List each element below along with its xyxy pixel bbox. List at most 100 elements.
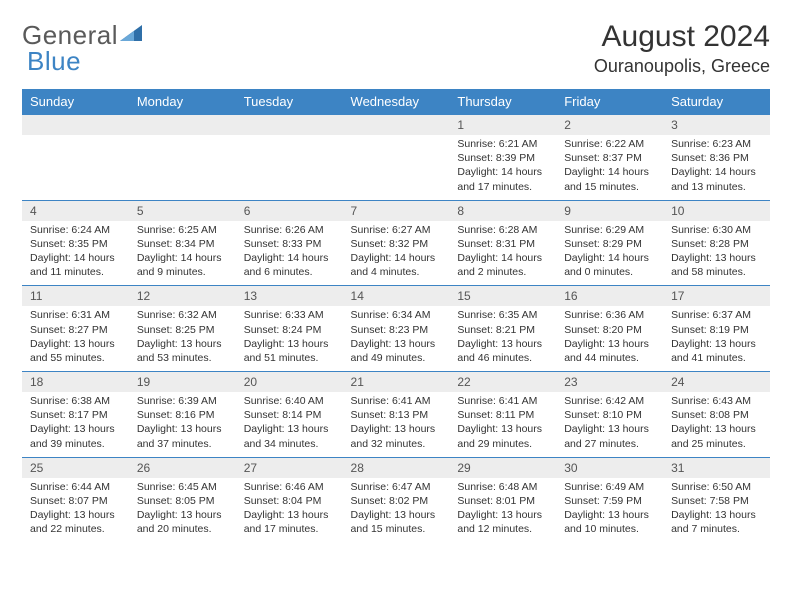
daylight-text: Daylight: 14 hours and 4 minutes. <box>351 251 442 279</box>
day-details: Sunrise: 6:33 AMSunset: 8:24 PMDaylight:… <box>236 306 343 371</box>
weekday-header: Tuesday <box>236 89 343 114</box>
daylight-text: Daylight: 13 hours and 41 minutes. <box>671 337 762 365</box>
sunset-text: Sunset: 8:25 PM <box>137 323 228 337</box>
day-cell: 20Sunrise: 6:40 AMSunset: 8:14 PMDayligh… <box>236 372 343 457</box>
sunset-text: Sunset: 8:16 PM <box>137 408 228 422</box>
day-details: Sunrise: 6:34 AMSunset: 8:23 PMDaylight:… <box>343 306 450 371</box>
sunset-text: Sunset: 8:29 PM <box>564 237 655 251</box>
weekday-header: Sunday <box>22 89 129 114</box>
sunrise-text: Sunrise: 6:24 AM <box>30 223 121 237</box>
day-cell: 22Sunrise: 6:41 AMSunset: 8:11 PMDayligh… <box>449 372 556 457</box>
daylight-text: Daylight: 13 hours and 44 minutes. <box>564 337 655 365</box>
day-details: Sunrise: 6:46 AMSunset: 8:04 PMDaylight:… <box>236 478 343 543</box>
weekday-header: Saturday <box>663 89 770 114</box>
day-number <box>236 115 343 135</box>
weekday-header: Thursday <box>449 89 556 114</box>
day-cell: 21Sunrise: 6:41 AMSunset: 8:13 PMDayligh… <box>343 372 450 457</box>
day-cell: 25Sunrise: 6:44 AMSunset: 8:07 PMDayligh… <box>22 457 129 542</box>
sunset-text: Sunset: 8:39 PM <box>457 151 548 165</box>
sunrise-text: Sunrise: 6:40 AM <box>244 394 335 408</box>
sunrise-text: Sunrise: 6:30 AM <box>671 223 762 237</box>
week-row: 25Sunrise: 6:44 AMSunset: 8:07 PMDayligh… <box>22 457 770 542</box>
daylight-text: Daylight: 13 hours and 22 minutes. <box>30 508 121 536</box>
sunset-text: Sunset: 8:21 PM <box>457 323 548 337</box>
sunset-text: Sunset: 8:33 PM <box>244 237 335 251</box>
daylight-text: Daylight: 14 hours and 17 minutes. <box>457 165 548 193</box>
daylight-text: Daylight: 13 hours and 7 minutes. <box>671 508 762 536</box>
sunset-text: Sunset: 8:10 PM <box>564 408 655 422</box>
day-cell: 12Sunrise: 6:32 AMSunset: 8:25 PMDayligh… <box>129 286 236 371</box>
sunrise-text: Sunrise: 6:41 AM <box>457 394 548 408</box>
day-cell: 5Sunrise: 6:25 AMSunset: 8:34 PMDaylight… <box>129 200 236 285</box>
day-number: 8 <box>449 201 556 221</box>
day-cell: 31Sunrise: 6:50 AMSunset: 7:58 PMDayligh… <box>663 457 770 542</box>
sunrise-text: Sunrise: 6:36 AM <box>564 308 655 322</box>
sunset-text: Sunset: 8:07 PM <box>30 494 121 508</box>
day-number: 9 <box>556 201 663 221</box>
day-number: 5 <box>129 201 236 221</box>
day-details: Sunrise: 6:32 AMSunset: 8:25 PMDaylight:… <box>129 306 236 371</box>
sunset-text: Sunset: 8:24 PM <box>244 323 335 337</box>
sunset-text: Sunset: 8:04 PM <box>244 494 335 508</box>
day-number: 17 <box>663 286 770 306</box>
daylight-text: Daylight: 13 hours and 12 minutes. <box>457 508 548 536</box>
day-details: Sunrise: 6:37 AMSunset: 8:19 PMDaylight:… <box>663 306 770 371</box>
month-title: August 2024 <box>594 20 770 54</box>
day-details: Sunrise: 6:29 AMSunset: 8:29 PMDaylight:… <box>556 221 663 286</box>
daylight-text: Daylight: 13 hours and 34 minutes. <box>244 422 335 450</box>
daylight-text: Daylight: 13 hours and 10 minutes. <box>564 508 655 536</box>
weekday-header: Wednesday <box>343 89 450 114</box>
sunrise-text: Sunrise: 6:49 AM <box>564 480 655 494</box>
day-cell: 19Sunrise: 6:39 AMSunset: 8:16 PMDayligh… <box>129 372 236 457</box>
day-number: 28 <box>343 458 450 478</box>
daylight-text: Daylight: 13 hours and 27 minutes. <box>564 422 655 450</box>
day-number: 3 <box>663 115 770 135</box>
day-details: Sunrise: 6:41 AMSunset: 8:13 PMDaylight:… <box>343 392 450 457</box>
sunrise-text: Sunrise: 6:44 AM <box>30 480 121 494</box>
day-number: 24 <box>663 372 770 392</box>
day-cell: 9Sunrise: 6:29 AMSunset: 8:29 PMDaylight… <box>556 200 663 285</box>
daylight-text: Daylight: 13 hours and 29 minutes. <box>457 422 548 450</box>
day-details: Sunrise: 6:42 AMSunset: 8:10 PMDaylight:… <box>556 392 663 457</box>
day-cell: 6 Sunrise: 6:26 AMSunset: 8:33 PMDaylight… <box>236 200 343 285</box>
day-cell <box>22 115 129 200</box>
location: Ouranoupolis, Greece <box>594 56 770 77</box>
day-cell: 7Sunrise: 6:27 AMSunset: 8:32 PMDaylight… <box>343 200 450 285</box>
sunset-text: Sunset: 8:13 PM <box>351 408 442 422</box>
daylight-text: Daylight: 13 hours and 39 minutes. <box>30 422 121 450</box>
sunrise-text: Sunrise: 6:26 AM <box>244 223 335 237</box>
day-cell: 11Sunrise: 6:31 AMSunset: 8:27 PMDayligh… <box>22 286 129 371</box>
week-row: 18Sunrise: 6:38 AMSunset: 8:17 PMDayligh… <box>22 372 770 457</box>
sunrise-text: Sunrise: 6:48 AM <box>457 480 548 494</box>
daylight-text: Daylight: 13 hours and 46 minutes. <box>457 337 548 365</box>
week-row: 11Sunrise: 6:31 AMSunset: 8:27 PMDayligh… <box>22 286 770 371</box>
day-number: 21 <box>343 372 450 392</box>
sunrise-text: Sunrise: 6:31 AM <box>30 308 121 322</box>
week-table: 25Sunrise: 6:44 AMSunset: 8:07 PMDayligh… <box>22 457 770 543</box>
day-details <box>343 135 450 193</box>
daylight-text: Daylight: 14 hours and 6 minutes. <box>244 251 335 279</box>
daylight-text: Daylight: 13 hours and 55 minutes. <box>30 337 121 365</box>
day-details: Sunrise: 6:47 AMSunset: 8:02 PMDaylight:… <box>343 478 450 543</box>
day-number: 6 <box>236 201 343 221</box>
day-details: Sunrise: 6:40 AMSunset: 8:14 PMDaylight:… <box>236 392 343 457</box>
day-cell: 2Sunrise: 6:22 AMSunset: 8:37 PMDaylight… <box>556 115 663 200</box>
day-details: Sunrise: 6:28 AMSunset: 8:31 PMDaylight:… <box>449 221 556 286</box>
day-number: 20 <box>236 372 343 392</box>
sunset-text: Sunset: 8:20 PM <box>564 323 655 337</box>
day-details <box>22 135 129 193</box>
day-details: Sunrise: 6:25 AMSunset: 8:34 PMDaylight:… <box>129 221 236 286</box>
daylight-text: Daylight: 14 hours and 11 minutes. <box>30 251 121 279</box>
day-details: Sunrise: 6:43 AMSunset: 8:08 PMDaylight:… <box>663 392 770 457</box>
sunset-text: Sunset: 7:59 PM <box>564 494 655 508</box>
day-cell: 14Sunrise: 6:34 AMSunset: 8:23 PMDayligh… <box>343 286 450 371</box>
daylight-text: Daylight: 13 hours and 58 minutes. <box>671 251 762 279</box>
week-table: 4Sunrise: 6:24 AMSunset: 8:35 PMDaylight… <box>22 200 770 286</box>
day-details: Sunrise: 6:45 AMSunset: 8:05 PMDaylight:… <box>129 478 236 543</box>
sunrise-text: Sunrise: 6:22 AM <box>564 137 655 151</box>
day-details: Sunrise: 6:21 AMSunset: 8:39 PMDaylight:… <box>449 135 556 200</box>
day-number: 19 <box>129 372 236 392</box>
triangle-icon <box>120 23 142 48</box>
day-details: Sunrise: 6:44 AMSunset: 8:07 PMDaylight:… <box>22 478 129 543</box>
sunrise-text: Sunrise: 6:23 AM <box>671 137 762 151</box>
